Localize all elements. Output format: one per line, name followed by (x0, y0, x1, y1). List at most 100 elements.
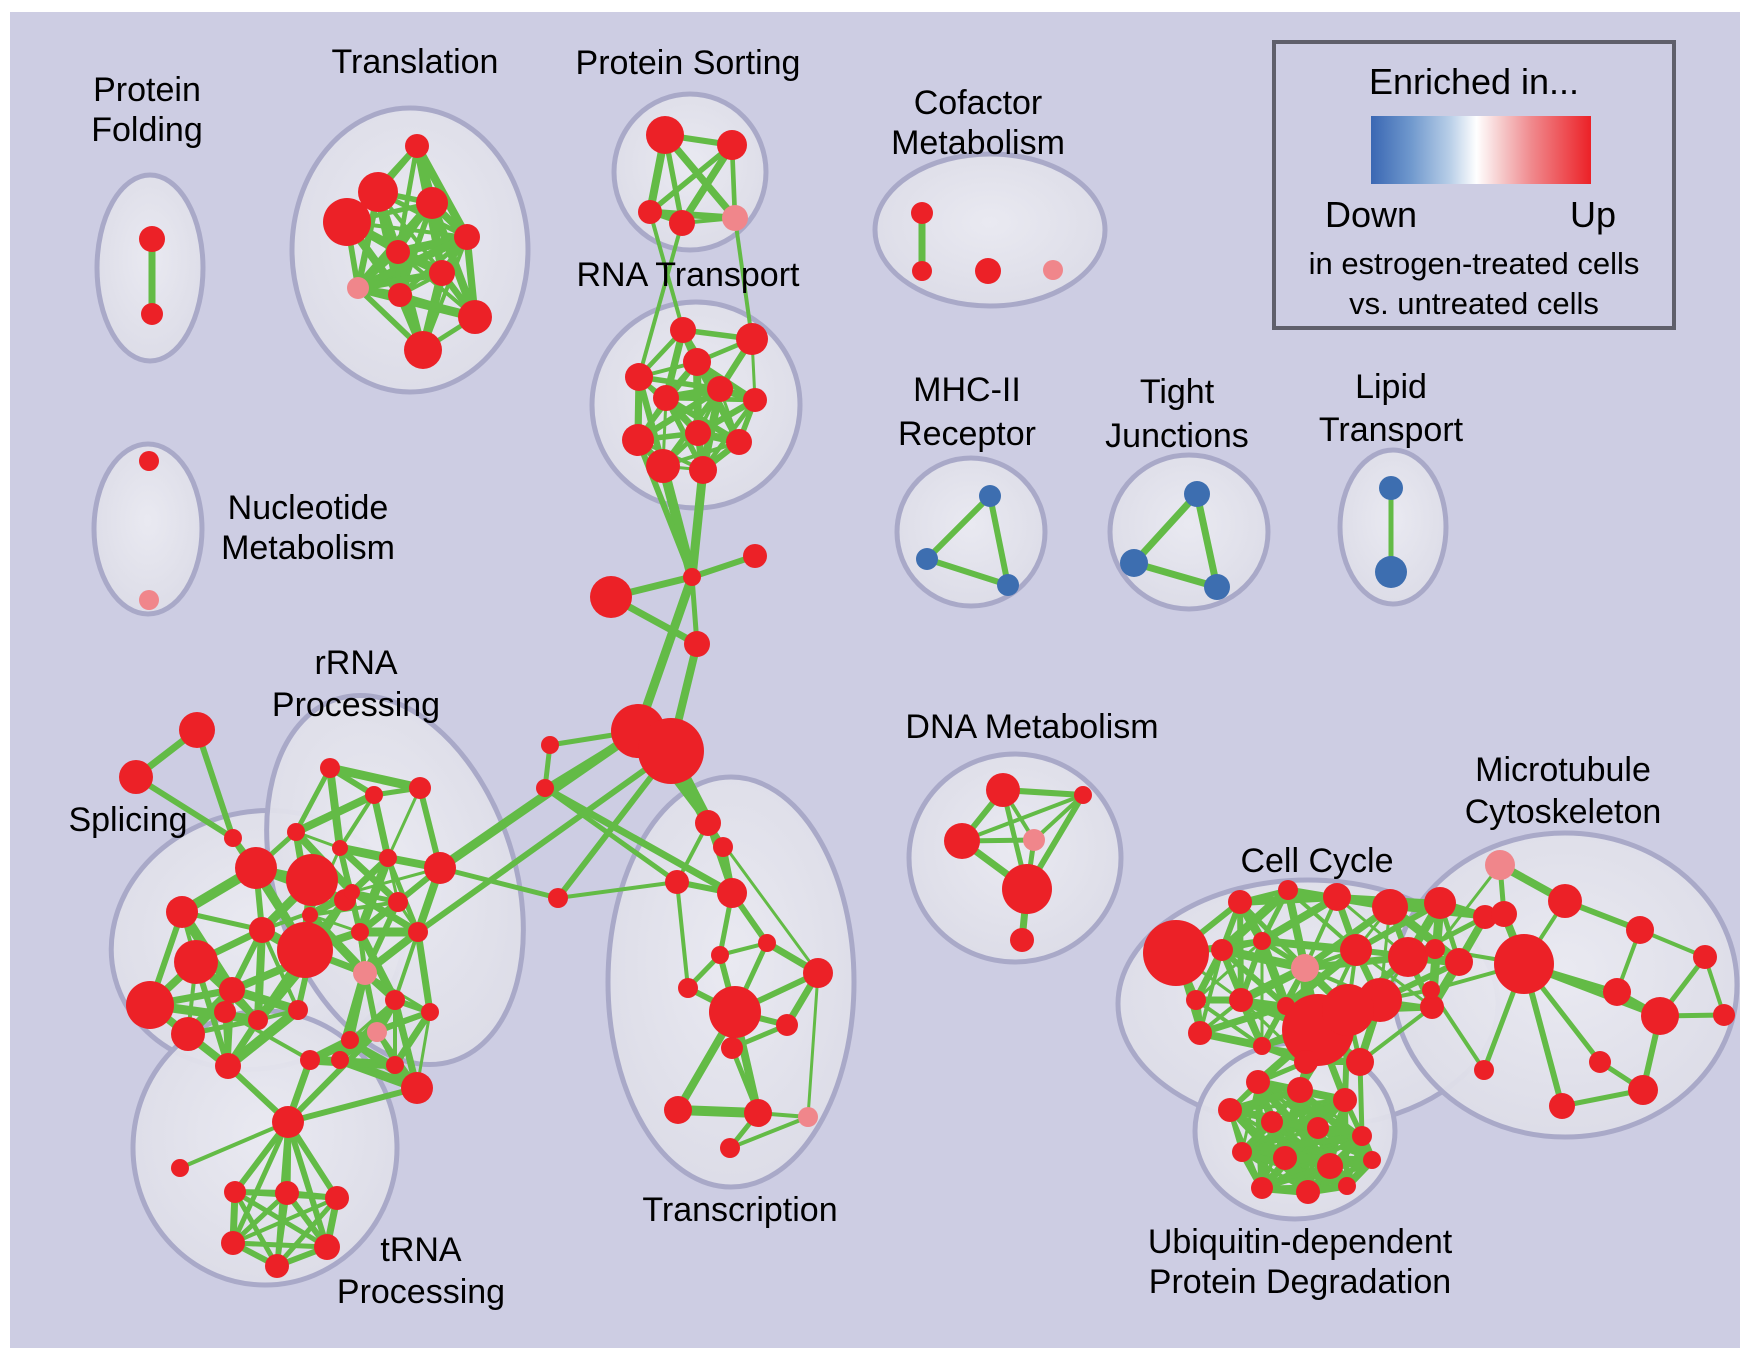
cluster-node-transcription (665, 870, 689, 894)
cluster-node-cofactor (1043, 260, 1063, 280)
cluster-node-cell_cycle (1143, 920, 1209, 986)
network-edge (274, 1195, 340, 1269)
cluster-label-mhc: Receptor (898, 415, 1036, 453)
cluster-node-cell_cycle (1188, 1021, 1212, 1045)
cluster-node-splicing (219, 977, 245, 1003)
cluster-node-trna (275, 1181, 299, 1205)
network-edge (194, 727, 236, 841)
cluster-node-lipid (1375, 556, 1407, 588)
network-edge (1130, 490, 1201, 567)
network-edge (133, 774, 236, 841)
cluster-label-mhc: MHC-II (913, 371, 1021, 409)
network-edge (223, 1005, 303, 1071)
cluster-node-splicing (235, 847, 277, 889)
network-edge (646, 208, 739, 222)
cluster-node-nucleotide (139, 451, 159, 471)
cluster-node-cell_cycle (1473, 905, 1497, 929)
cluster-node-cell_cycle (1323, 883, 1351, 911)
cluster-node-microtubule (1603, 978, 1631, 1006)
network-edge (285, 1085, 420, 1125)
network-edge (414, 928, 434, 1016)
cluster-node-dna_metabolism (1010, 928, 1034, 952)
cluster-node-splicing (174, 940, 218, 984)
network-edge (728, 1115, 810, 1150)
cluster-label-cofactor: Metabolism (891, 124, 1065, 162)
network-edge (326, 764, 344, 852)
network-edge (1433, 863, 1502, 951)
network-edge (648, 210, 685, 332)
cluster-node-rna_transport (625, 363, 653, 391)
network-edge (370, 791, 392, 862)
cluster-node-rrna (365, 786, 383, 804)
cluster-node-rna_transport (622, 424, 654, 456)
cluster-node-rna_transport (685, 420, 711, 446)
cluster-node-connectors (638, 718, 704, 784)
cluster-ellipse-dna_metabolism (906, 751, 1124, 965)
cluster-label-translation: Translation (332, 43, 499, 81)
network-edge (308, 900, 400, 917)
cluster-label-microtubule: Microtubule (1475, 751, 1651, 789)
cluster-node-dna_metabolism (1074, 786, 1092, 804)
network-edge (178, 1120, 290, 1170)
cluster-node-translation (347, 277, 369, 299)
cluster-node-protein_sorting (722, 205, 748, 231)
cluster-node-translation (323, 198, 371, 246)
cluster-node-microtubule (1693, 945, 1717, 969)
cluster-node-rna_transport (670, 317, 696, 343)
cluster-node-cell_cycle (1186, 990, 1206, 1010)
cluster-node-splice_triangle (119, 760, 153, 794)
network-edge (230, 1190, 290, 1246)
cluster-node-cell_cycle (1228, 890, 1252, 914)
cluster-node-connectors (541, 736, 559, 754)
cluster-node-cell_cycle (1229, 988, 1253, 1012)
cluster-node-transcription (695, 810, 721, 836)
cluster-node-cell_cycle (1388, 937, 1428, 977)
cluster-node-cell_cycle (1253, 932, 1271, 950)
cluster-ellipse-tight_junctions (1107, 452, 1271, 612)
cluster-node-microtubule (1589, 1051, 1611, 1073)
cluster-node-transcription (664, 1096, 692, 1124)
cluster-node-trna (265, 1254, 289, 1278)
network-edge (393, 930, 420, 1002)
cluster-node-mhc (979, 485, 1001, 507)
cluster-label-nucleotide: Nucleotide (228, 489, 389, 527)
cluster-node-rrna (320, 758, 340, 778)
cluster-node-cell_cycle (1420, 995, 1444, 1019)
cluster-node-translation (416, 187, 448, 219)
cluster-node-rrna (344, 884, 360, 900)
cluster-node-cell_cycle (1424, 887, 1456, 919)
cluster-node-cell_cycle (1340, 934, 1372, 966)
cluster-node-connectors (684, 631, 710, 657)
cluster-node-rrna (300, 1050, 320, 1070)
cluster-node-cofactor (911, 202, 933, 224)
cluster-node-microtubule (1626, 916, 1654, 944)
legend-caption-line2: vs. untreated cells (1349, 286, 1599, 321)
cluster-node-splicing (248, 1010, 268, 1030)
network-edge (1198, 948, 1224, 1035)
cluster-label-microtubule: Cytoskeleton (1465, 793, 1662, 831)
cluster-node-translation (386, 240, 410, 264)
cluster-node-rrna (277, 922, 333, 978)
cluster-node-rna_transport (736, 323, 768, 355)
network-edge (924, 556, 1011, 588)
cluster-label-trna: tRNA (380, 1231, 462, 1269)
cluster-node-splicing (215, 1053, 241, 1079)
network-edge (634, 385, 724, 444)
cluster-node-rna_transport (683, 348, 711, 376)
cluster-node-splicing (249, 917, 275, 943)
network-edge (231, 1196, 339, 1245)
cluster-node-rrna (408, 922, 428, 942)
cluster-node-ubiquitin (1363, 1151, 1381, 1169)
cluster-node-splicing (288, 1000, 308, 1020)
cluster-label-rrna: rRNA (314, 644, 397, 682)
cluster-node-dna_metabolism (986, 773, 1020, 807)
cluster-node-translation (458, 300, 492, 334)
network-edge (1219, 947, 1289, 1009)
network-edge (633, 572, 697, 736)
cluster-node-microtubule (1628, 1075, 1658, 1105)
cluster-node-cell_cycle (1211, 939, 1233, 961)
cluster-node-rrna (341, 1031, 359, 1049)
legend-up-label: Up (1569, 194, 1617, 235)
cluster-node-ubiquitin (1246, 1070, 1270, 1094)
